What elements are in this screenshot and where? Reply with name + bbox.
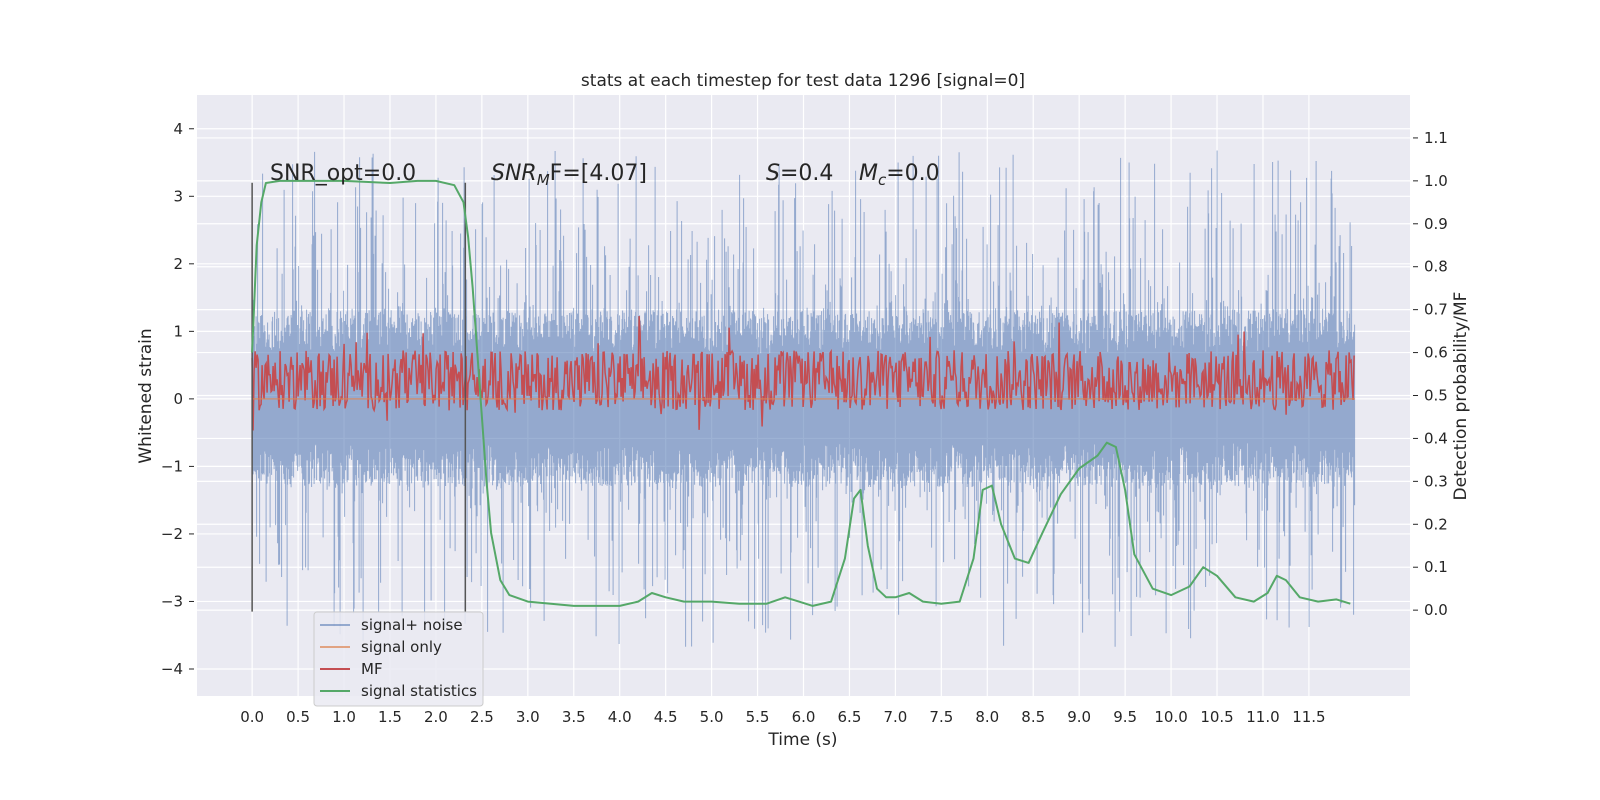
x-tick-label: 7.5 [929, 708, 953, 726]
legend-box [313, 611, 484, 707]
x-tick-label: 6.0 [792, 708, 816, 726]
legend-label-signal-only: signal only [361, 638, 442, 656]
x-tick-label: 7.0 [883, 708, 907, 726]
y-tick-label: −3 [161, 592, 183, 610]
y2-tick-label: 0.0 [1424, 601, 1448, 619]
x-tick-label: 2.5 [470, 708, 494, 726]
y2-tick-label: 0.2 [1424, 515, 1448, 533]
annotation-s: S=0.4 [766, 161, 833, 186]
x-tick-label: 3.0 [516, 708, 540, 726]
x-tick-label: 5.5 [746, 708, 770, 726]
x-tick-label: 6.5 [838, 708, 862, 726]
x-tick-label: 10.5 [1200, 708, 1233, 726]
x-tick-label: 5.0 [700, 708, 724, 726]
y2-tick-label: 0.9 [1424, 215, 1448, 233]
y-tick-label: 3 [173, 187, 183, 205]
x-tick-label: 11.0 [1246, 708, 1279, 726]
x-tick-label: 11.5 [1292, 708, 1325, 726]
y2-tick-label: 0.8 [1424, 258, 1448, 276]
legend: signal+ noise signal only MF signal stat… [313, 611, 484, 707]
y-axis-label: Whitened strain [136, 328, 156, 463]
x-tick-label: 0.5 [286, 708, 310, 726]
y2-tick-label: 1.0 [1424, 172, 1448, 190]
x-tick-label: 4.5 [654, 708, 678, 726]
x-tick-label: 2.0 [424, 708, 448, 726]
annotation-snr-opt: SNR_opt=0.0 [270, 161, 416, 186]
x-axis-ticks: 0.0 0.5 1.0 1.5 2.0 2.5 3.0 3.5 4.0 4.5 5.0 5.5 6.0 6… [240, 708, 1325, 726]
x-tick-label: 9.0 [1067, 708, 1091, 726]
y2-axis-ticks: 1.1 1.0 0.9 0.8 0.7 0.6 0.5 0.4 0.3 0.2 0.1 0.0 [1413, 129, 1448, 619]
y-tick-label: −4 [161, 660, 183, 678]
x-tick-label: 0.0 [240, 708, 264, 726]
y-axis-ticks: 4 3 2 1 0 −1 −2 −3 −4 [161, 120, 194, 678]
y-tick-label: −1 [161, 457, 183, 475]
mf-line [251, 316, 1355, 431]
y2-tick-label: 0.7 [1424, 301, 1448, 319]
legend-label-signal-statistics: signal statistics [361, 682, 477, 700]
x-axis-label: Time (s) [767, 730, 837, 750]
y2-axis-label: Detection probability/MF [1451, 292, 1471, 501]
x-tick-label: 8.5 [1021, 708, 1045, 726]
y2-tick-label: 0.6 [1424, 344, 1448, 362]
x-tick-label: 1.5 [378, 708, 402, 726]
vertical-markers [251, 182, 467, 612]
series-signal-statistics [251, 179, 1351, 607]
x-tick-label: 10.0 [1154, 708, 1187, 726]
y2-tick-label: 0.3 [1424, 472, 1448, 490]
x-tick-label: 3.5 [562, 708, 586, 726]
y-tick-label: 0 [173, 390, 183, 408]
x-tick-label: 1.0 [332, 708, 356, 726]
legend-label-signal-noise: signal+ noise [361, 616, 463, 634]
y2-tick-label: 1.1 [1424, 129, 1448, 147]
x-tick-label: 8.0 [975, 708, 999, 726]
annotation-snr-mf: SNRMF=[4.07] [491, 161, 647, 189]
y-tick-label: 4 [173, 120, 183, 138]
y2-tick-label: 0.5 [1424, 387, 1448, 405]
legend-label-mf: MF [361, 660, 383, 678]
chart-title: stats at each timestep for test data 129… [581, 71, 1025, 91]
y2-tick-label: 0.4 [1424, 429, 1448, 447]
x-tick-label: 4.0 [608, 708, 632, 726]
y-tick-label: 2 [173, 255, 183, 273]
series-mf [251, 316, 1355, 431]
y-tick-label: 1 [173, 322, 183, 340]
signal-statistics-line [251, 179, 1351, 607]
y-tick-label: −2 [161, 525, 183, 543]
x-tick-label: 9.5 [1113, 708, 1137, 726]
annotation-mc: Mc=0.0 [859, 161, 940, 189]
y2-tick-label: 0.1 [1424, 558, 1448, 576]
